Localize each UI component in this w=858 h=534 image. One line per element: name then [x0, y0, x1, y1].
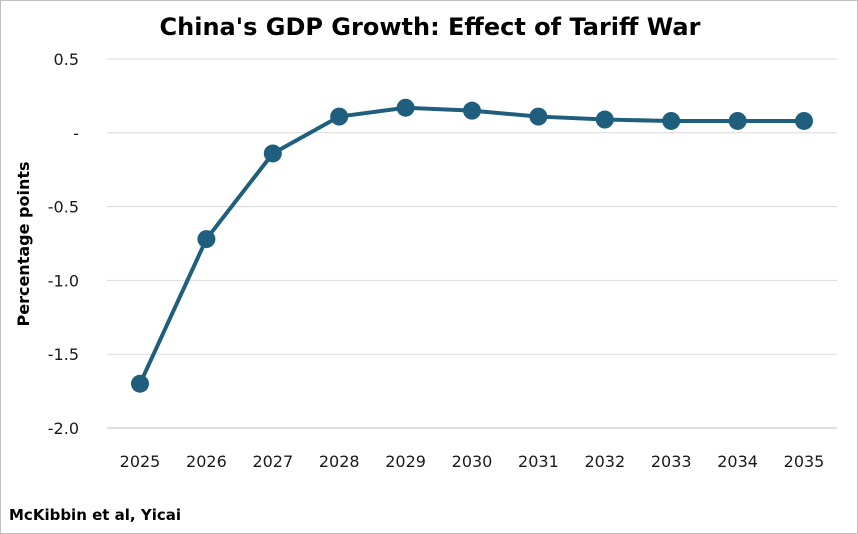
data-point [197, 230, 216, 249]
x-tick-label: 2031 [518, 452, 559, 471]
data-point [463, 101, 481, 120]
source-note: McKibbin et al, Yicai [9, 506, 182, 524]
data-point [263, 144, 282, 163]
data-point [396, 98, 415, 117]
x-axis-tick-labels: 2025 2026 2027 2028 2029 2030 2031 2032 2033 2034… [120, 452, 825, 471]
data-point [131, 374, 149, 393]
x-tick-label: 2026 [186, 452, 227, 471]
y-tick-label: -1.5 [48, 345, 79, 364]
data-point [662, 111, 681, 130]
x-tick-label: 2029 [385, 452, 426, 471]
y-tick-label: -2.0 [48, 419, 79, 438]
x-tick-label: 2032 [584, 452, 625, 471]
data-point [728, 111, 747, 130]
data-point [595, 110, 614, 129]
x-tick-label: 2034 [717, 452, 758, 471]
series-line [138, 105, 806, 386]
data-point [529, 107, 548, 126]
x-tick-label: 2033 [651, 452, 692, 471]
y-axis-tick-labels: 0.5 - -0.5 -1.0 -1.5 -2.0 [48, 50, 79, 438]
y-tick-label: -0.5 [48, 198, 79, 217]
y-axis-title: Percentage points [14, 161, 33, 326]
data-point [330, 107, 349, 126]
series-layer [131, 98, 813, 393]
x-tick-label: 2035 [784, 452, 825, 471]
x-tick-label: 2028 [319, 452, 360, 471]
gridlines [107, 58, 837, 429]
data-point [795, 111, 813, 130]
x-tick-label: 2030 [452, 452, 493, 471]
chart-title: China's GDP Growth: Effect of Tariff War [159, 13, 701, 41]
y-tick-label: -1.0 [48, 271, 79, 290]
x-tick-label: 2027 [252, 452, 293, 471]
x-tick-label: 2025 [120, 452, 161, 471]
y-tick-label: - [73, 124, 79, 143]
y-tick-label: 0.5 [54, 50, 79, 69]
